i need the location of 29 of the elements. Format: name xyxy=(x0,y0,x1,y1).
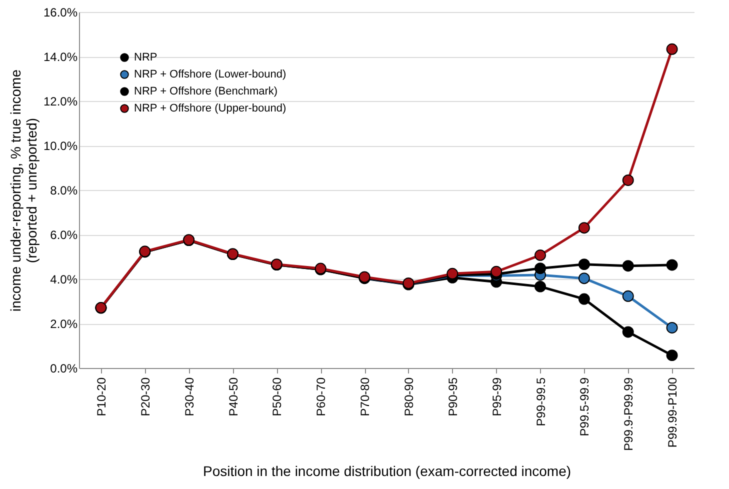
y-tick-label: 2.0% xyxy=(50,317,78,331)
y-tick-label: 4.0% xyxy=(50,272,78,286)
x-tick-label: P10-20 xyxy=(94,377,108,416)
x-axis-title: Position in the income distribution (exam-corrected income) xyxy=(202,462,572,479)
x-tick-label: P30-40 xyxy=(182,377,196,416)
x-tick-label: P99.9-P99.99 xyxy=(622,377,636,451)
x-tick-label: P60-70 xyxy=(314,377,328,416)
y-tick-label: 12.0% xyxy=(43,94,78,108)
x-tick-label: P40-50 xyxy=(226,377,240,416)
x-tick-label: P99.99-P100 xyxy=(666,377,680,448)
y-tick-label: 14.0% xyxy=(43,50,78,64)
x-tick-label: P80-90 xyxy=(402,377,416,416)
y-tick-label: 8.0% xyxy=(50,184,78,198)
x-tick-label: P90-95 xyxy=(446,377,460,416)
y-tick-label: 16.0% xyxy=(43,6,78,20)
y-axis-title: income under-reporting, % true income (reported + unreported) xyxy=(7,69,40,312)
x-tick-label: P99.5-99.9 xyxy=(578,377,592,436)
x-tick-label: P20-30 xyxy=(138,377,152,416)
legend-label: NRP + Offshore (Benchmark) xyxy=(134,86,278,98)
x-tick-label: P95-99 xyxy=(490,377,504,416)
x-tick-label: P99-99.5 xyxy=(534,377,548,426)
legend-label: NRP xyxy=(134,52,158,64)
legend-label: NRP + Offshore (Lower-bound) xyxy=(134,68,286,80)
x-tick-label: P70-80 xyxy=(358,377,372,416)
y-tick-label: 0.0% xyxy=(50,362,78,376)
x-tick-label: P50-60 xyxy=(270,377,284,416)
y-tick-label: 10.0% xyxy=(43,139,78,153)
y-tick-label: 6.0% xyxy=(50,228,78,242)
legend-label: NRP + Offshore (Upper-bound) xyxy=(134,102,286,114)
